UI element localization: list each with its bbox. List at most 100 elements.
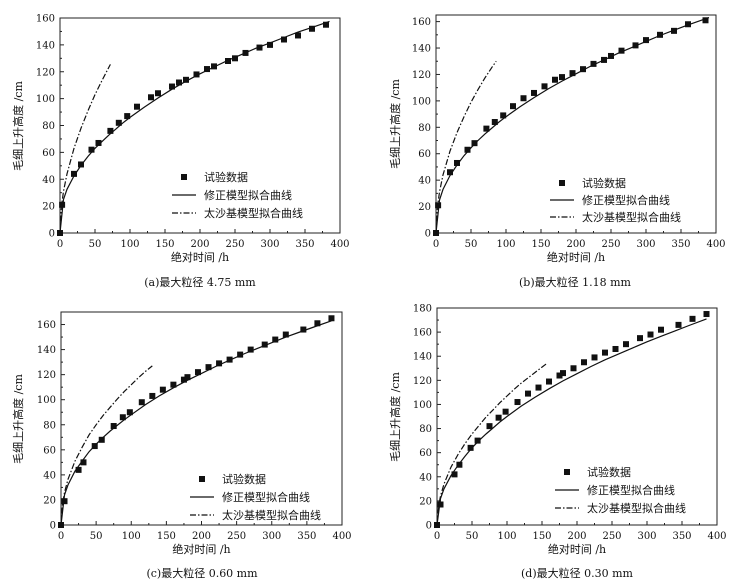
- panel-0: 0 50 100 150 200 250 300 350 400 0 20 40 60 80 100 120 1…: [11, 14, 350, 290]
- y-tick-label: 120: [36, 67, 55, 78]
- y-tick-label: 160: [412, 17, 431, 28]
- data-point: [464, 146, 471, 153]
- data-point: [98, 436, 105, 443]
- x-tick-label: 350: [672, 531, 691, 542]
- data-point: [328, 315, 335, 322]
- data-point: [180, 376, 187, 383]
- series-terzaghi-curve: [61, 365, 153, 525]
- y-tick-label: 80: [42, 121, 55, 132]
- data-point: [295, 32, 301, 39]
- legend-label: 修正模型拟合曲线: [222, 490, 310, 504]
- data-point: [500, 112, 507, 119]
- y-tick-label: 140: [413, 352, 432, 363]
- data-point: [560, 370, 566, 377]
- data-point: [546, 378, 552, 385]
- data-point: [474, 437, 481, 444]
- series-modified-curve: [436, 17, 710, 233]
- x-tick-label: 250: [225, 239, 244, 250]
- data-point: [510, 103, 516, 110]
- y-tick-label: 0: [426, 521, 432, 532]
- data-point: [261, 341, 268, 348]
- x-tick-label: 50: [466, 531, 479, 542]
- legend-label: 修正模型拟合曲线: [204, 188, 292, 202]
- x-tick-label: 250: [602, 531, 621, 542]
- data-point: [657, 31, 663, 38]
- data-point: [491, 119, 498, 126]
- data-point: [559, 74, 565, 81]
- y-tick-label: 100: [412, 96, 431, 107]
- x-tick-label: 400: [330, 239, 349, 250]
- y-tick-label: 60: [43, 445, 56, 456]
- y-axis-title: 毛细上升高度 /cm: [11, 374, 25, 464]
- data-point: [71, 170, 77, 177]
- data-point: [602, 349, 608, 356]
- data-point: [176, 79, 182, 86]
- data-point: [535, 384, 542, 391]
- y-tick-label: 160: [413, 328, 432, 339]
- x-tick-label: 200: [192, 531, 211, 542]
- y-tick-label: 80: [419, 424, 432, 435]
- x-tick-label: 0: [58, 531, 64, 542]
- data-point: [525, 390, 531, 397]
- y-tick-label: 100: [413, 400, 432, 411]
- data-point: [612, 345, 619, 352]
- y-tick-label: 140: [37, 345, 56, 356]
- data-point: [637, 335, 643, 342]
- data-point: [520, 95, 527, 102]
- data-point: [437, 501, 444, 508]
- legend-label: 试验数据: [587, 465, 631, 479]
- data-point: [149, 392, 156, 399]
- data-point: [618, 47, 625, 54]
- data-point: [107, 127, 114, 134]
- x-tick-label: 200: [190, 239, 209, 250]
- x-tick-label: 300: [262, 531, 281, 542]
- data-point: [216, 360, 223, 367]
- data-point: [658, 326, 664, 333]
- x-tick-label: 400: [707, 531, 726, 542]
- x-tick-label: 100: [122, 531, 141, 542]
- x-tick-label: 250: [601, 239, 620, 250]
- legend-label: 修正模型拟合曲线: [582, 193, 670, 207]
- x-axis-title: 绝对时间 /h: [171, 250, 229, 264]
- data-point: [75, 466, 82, 473]
- series-terzaghi-curve: [437, 362, 548, 525]
- y-tick-label: 20: [418, 202, 431, 213]
- panel-caption: (c)最大粒径 0.60 mm: [146, 566, 258, 580]
- data-point: [671, 27, 677, 34]
- y-tick-label: 40: [419, 472, 432, 483]
- x-tick-label: 50: [465, 239, 478, 250]
- x-tick-label: 250: [227, 531, 246, 542]
- data-point: [569, 70, 576, 77]
- data-point: [272, 336, 279, 343]
- data-point: [514, 399, 521, 406]
- data-point: [138, 399, 145, 406]
- x-tick-label: 50: [90, 531, 103, 542]
- data-point: [703, 311, 710, 318]
- y-tick-label: 160: [36, 14, 55, 25]
- y-tick-label: 60: [418, 149, 431, 160]
- x-tick-label: 300: [260, 239, 279, 250]
- y-tick-label: 40: [418, 176, 431, 187]
- data-point: [170, 381, 177, 388]
- legend-label: 修正模型拟合曲线: [587, 483, 675, 497]
- x-tick-label: 100: [496, 239, 515, 250]
- data-point: [451, 471, 458, 478]
- y-tick-label: 0: [49, 229, 55, 240]
- legend-marker-square: [199, 476, 205, 482]
- legend-label: 试验数据: [222, 472, 266, 486]
- x-tick-label: 150: [531, 239, 550, 250]
- legend-label: 试验数据: [204, 170, 248, 184]
- y-tick-label: 120: [413, 376, 432, 387]
- data-point: [483, 125, 490, 132]
- y-tick-label: 140: [36, 40, 55, 51]
- data-point: [115, 119, 122, 126]
- data-point: [237, 351, 244, 358]
- data-point: [256, 44, 263, 51]
- y-tick-label: 0: [50, 521, 56, 532]
- series-terzaghi-curve: [436, 60, 497, 233]
- x-tick-label: 350: [671, 239, 690, 250]
- x-axis-title: 绝对时间 /h: [172, 542, 230, 556]
- y-tick-label: 160: [37, 320, 56, 331]
- data-point: [247, 346, 254, 353]
- panel-caption: (d)最大粒径 0.30 mm: [521, 566, 634, 580]
